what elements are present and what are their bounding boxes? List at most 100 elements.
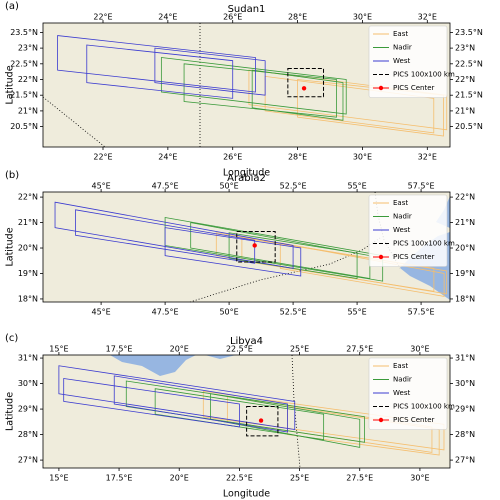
x-tick-label: 32°E — [418, 13, 437, 22]
footprint — [251, 69, 344, 121]
y-axis-label: Latitude — [5, 65, 16, 104]
sea — [205, 355, 236, 359]
footprint — [75, 209, 256, 264]
legend-label: East — [393, 30, 408, 38]
x-tick-label: 45°E — [91, 182, 110, 191]
footprint — [210, 393, 361, 448]
y-tick-label: 30°N — [455, 379, 475, 388]
legend-label: PICS Center — [393, 416, 435, 424]
legend-label: PICS Center — [393, 253, 435, 261]
y-tick-label: 20.5°N — [455, 122, 483, 131]
y-tick-label: 30°N — [18, 379, 38, 388]
legend-box — [368, 357, 448, 430]
border — [189, 237, 381, 303]
x-tick-label: 24°E — [158, 153, 177, 162]
x-tick-label: 24°E — [158, 13, 177, 22]
y-tick-label: 21°N — [18, 106, 38, 115]
panel-title: Sudan1 — [228, 4, 266, 15]
x-tick-label: 30°E — [353, 153, 372, 162]
x-tick-label: 50°E — [219, 308, 238, 317]
x-tick-label: 27.5°E — [346, 474, 373, 483]
x-tick-label: 30°E — [410, 345, 429, 354]
footprint — [113, 375, 288, 433]
x-axis-label: Longitude — [223, 168, 270, 179]
legend-label: Nadir — [393, 213, 412, 221]
x-tick-label: 50°E — [219, 182, 238, 191]
footprint — [202, 390, 445, 451]
y-tick-label: 18°N — [455, 294, 475, 303]
y-tick-label: 23°N — [455, 44, 475, 53]
x-tick-label: 17.5°E — [106, 345, 133, 354]
y-tick-label: 20.5°N — [10, 122, 38, 131]
y-tick-label: 22.5°N — [455, 59, 483, 68]
legend-box — [368, 25, 448, 98]
legend-label: West — [393, 57, 410, 65]
x-tick-label: 28°E — [288, 13, 307, 22]
legend-label: East — [393, 199, 408, 207]
x-tick-label: 57.5°E — [408, 182, 435, 191]
y-tick-label: 19°N — [455, 269, 475, 278]
x-tick-label: 47.5°E — [152, 308, 179, 317]
footprint — [160, 57, 347, 115]
x-tick-label: 28°E — [288, 153, 307, 162]
legend-swatch — [378, 417, 384, 423]
footprint — [63, 378, 240, 428]
x-tick-label: 57.5°E — [408, 308, 435, 317]
footprint — [154, 388, 325, 441]
pics-center — [252, 243, 257, 248]
y-tick-label: 29°N — [455, 405, 475, 414]
x-tick-label: 22.5°E — [226, 345, 253, 354]
legend-box — [368, 194, 448, 267]
legend-label: West — [393, 226, 410, 234]
y-tick-label: 27°N — [455, 456, 475, 465]
y-axis-label: Latitude — [5, 227, 16, 266]
legend-label: PICS 100x100 km — [393, 403, 455, 411]
x-tick-label: 17.5°E — [106, 474, 133, 483]
y-tick-label: 28°N — [18, 430, 38, 439]
footprint — [190, 222, 371, 280]
panel-label: (a) — [5, 1, 19, 12]
plot-frame — [42, 22, 451, 148]
footprint — [154, 47, 266, 96]
y-tick-label: 27°N — [18, 456, 38, 465]
x-tick-label: 26°E — [223, 153, 242, 162]
y-tick-label: 21°N — [18, 218, 38, 227]
x-tick-label: 32°E — [418, 153, 437, 162]
y-tick-label: 31°N — [455, 354, 475, 363]
x-tick-label: 52.5°E — [280, 308, 307, 317]
plot-frame — [42, 354, 451, 469]
y-tick-label: 28°N — [455, 430, 475, 439]
y-tick-label: 23.5°N — [10, 28, 38, 37]
legend-label: Nadir — [393, 376, 412, 384]
x-tick-label: 27.5°E — [346, 345, 373, 354]
y-tick-label: 22.5°N — [10, 59, 38, 68]
y-tick-label: 20°N — [18, 244, 38, 253]
y-tick-label: 19°N — [18, 269, 38, 278]
legend-label: Nadir — [393, 44, 412, 52]
y-tick-label: 23.5°N — [455, 28, 483, 37]
x-tick-label: 55°E — [347, 308, 366, 317]
panel-label: (b) — [5, 170, 19, 181]
y-tick-label: 22°N — [455, 193, 475, 202]
y-tick-label: 29°N — [18, 405, 38, 414]
pics-center — [301, 86, 307, 91]
x-tick-label: 55°E — [347, 182, 366, 191]
y-tick-label: 22°N — [18, 193, 38, 202]
footprint — [54, 201, 294, 269]
panel-title: Libya4 — [230, 336, 263, 347]
x-tick-label: 47.5°E — [152, 182, 179, 191]
y-tick-label: 21.5°N — [455, 91, 483, 100]
panel-label: (c) — [5, 333, 18, 344]
legend-label: PICS 100x100 km — [393, 71, 455, 79]
y-tick-label: 21.5°N — [10, 91, 38, 100]
x-tick-label: 25°E — [290, 345, 309, 354]
footprint — [183, 63, 337, 118]
y-tick-label: 18°N — [18, 294, 38, 303]
y-axis-label: Latitude — [5, 392, 16, 431]
x-tick-label: 15°E — [49, 345, 68, 354]
border — [42, 96, 106, 148]
pics-center — [258, 418, 264, 423]
x-tick-label: 22°E — [93, 153, 112, 162]
y-tick-label: 23°N — [18, 44, 38, 53]
panel-title: Arabia2 — [227, 173, 266, 184]
